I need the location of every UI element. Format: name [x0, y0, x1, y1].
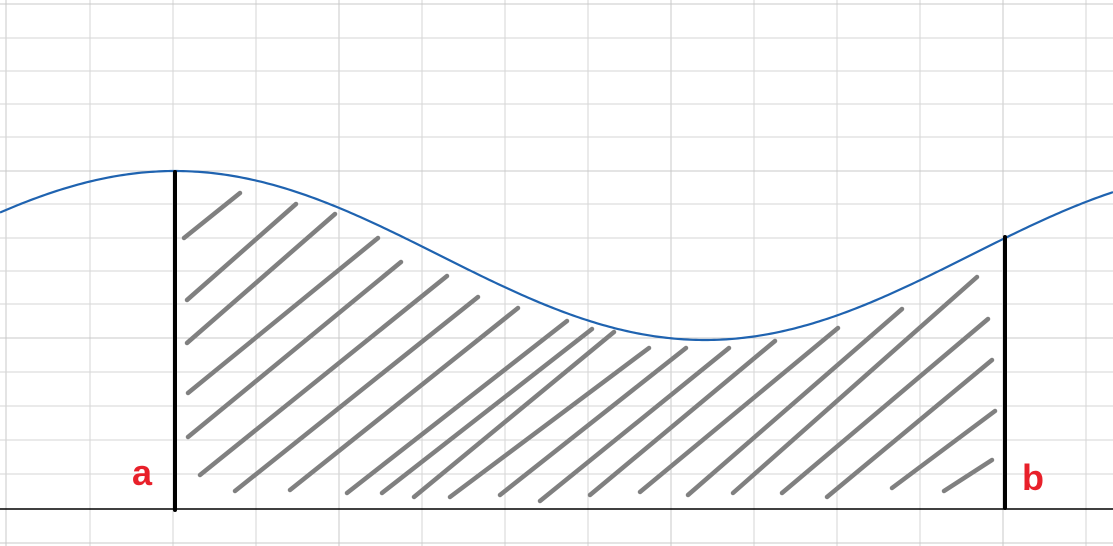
hatch-stroke: [379, 326, 595, 496]
hatch-stroke: [447, 345, 652, 500]
hatch-stroke: [587, 338, 778, 498]
hatch-stroke: [730, 274, 980, 496]
hatch-stroke: [287, 305, 521, 493]
shaded-area-hatching: [181, 190, 998, 504]
hatch-stroke: [637, 325, 841, 495]
hatch-stroke: [685, 306, 905, 498]
hatch-stroke: [537, 345, 732, 504]
hatch-stroke: [344, 318, 570, 496]
hatch-stroke: [185, 259, 404, 440]
hatch-stroke: [232, 294, 481, 494]
hatch-stroke: [181, 190, 243, 241]
hatch-stroke: [779, 316, 991, 496]
hatch-stroke: [185, 235, 381, 396]
upper-bound-label: b: [1022, 457, 1044, 498]
hatch-stroke: [184, 211, 338, 346]
hatch-stroke: [411, 329, 617, 500]
hatch-stroke: [184, 201, 299, 303]
hatch-stroke: [824, 357, 995, 500]
hatch-stroke: [197, 273, 450, 478]
hatch-stroke: [497, 345, 689, 498]
hatch-stroke: [941, 457, 995, 494]
hatch-stroke: [889, 408, 998, 491]
function-curve: [0, 169, 1113, 342]
lower-bound-label: a: [132, 452, 153, 493]
